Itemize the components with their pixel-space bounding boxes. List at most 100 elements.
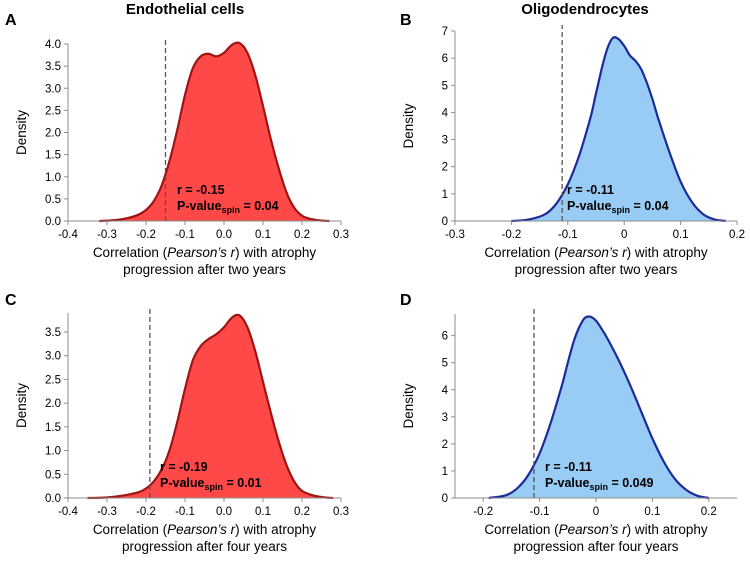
density-curve [511,36,726,223]
y-tick-label: 3.0 [45,83,61,95]
x-axis-label-line2: progression after four years [513,539,678,554]
y-tick-label: 6 [442,53,448,65]
y-axis-label: Density [401,383,416,428]
x-tick-label: 0.0 [216,229,232,241]
panel-c: C 0.0 0.5 1.0 1.5 2.0 2.5 3.0 3.5 -0.4 -0.3 -0.2 -0.… [5,292,349,554]
panel-letter: D [400,292,412,309]
x-tick-label: 0.1 [255,229,271,241]
x-axis-label-pre: Correlation ( [484,522,559,537]
density-curve [488,315,710,500]
x-axis-label-pre: Correlation ( [484,245,559,260]
x-tick-label: 0.3 [333,506,349,518]
y-tick-label: 1 [442,466,448,478]
stat-p-value: = 0.01 [223,476,262,490]
y-tick-label: 0.0 [45,216,61,228]
x-axis-label-line2: progression after four years [122,539,287,554]
x-axis-label-italic: Pearson’s r [167,245,236,260]
density-curve [99,41,330,223]
x-tick-label: -0.2 [136,506,156,518]
density-area [87,314,334,498]
y-tick-label: 0.5 [45,194,61,206]
stat-p-value: = 0.04 [630,199,669,213]
x-axis-label-line2: progression after two years [123,262,286,277]
stat-p: P-valuespin = 0.04 [177,199,279,215]
density-area [488,316,709,498]
stat-p-label: P-value [567,199,612,213]
stat-p-label: P-value [177,199,222,213]
x-tick-label: 0.2 [701,506,717,518]
density-area [99,42,330,221]
y-axis-label: Density [401,103,416,148]
x-tick-label: 0.3 [333,229,349,241]
panel-d: D 0 1 2 3 4 5 6 -0.2 -0.1 0 0.1 0.2 Density Correlatio… [400,292,737,554]
stat-p-subscript: spin [221,205,240,215]
y-tick-label: 3 [442,135,448,147]
stat-r: r = -0.19 [160,460,208,474]
stat-p-label: P-value [545,476,590,490]
y-tick-label: 6 [442,331,448,343]
stat-p-value: = 0.049 [608,476,654,490]
x-axis-label-post: ) with atrophy [627,522,708,537]
x-axis-label-line2: progression after two years [515,262,678,277]
x-tick-label: 0.1 [644,506,660,518]
stat-p: P-valuespin = 0.04 [567,199,669,215]
x-axis-label-pre: Correlation ( [93,522,168,537]
x-axis-label-post: ) with atrophy [235,245,316,260]
stat-p: P-valuespin = 0.049 [545,476,654,492]
y-tick-label: 1.5 [45,150,61,162]
y-tick-label: 5 [442,80,448,92]
panel-letter: C [5,292,17,309]
y-tick-label: 0 [442,216,448,228]
x-tick-label: -0.1 [175,506,195,518]
x-axis-label-post: ) with atrophy [627,245,708,260]
x-tick-label: -0.1 [558,229,578,241]
y-axis-label: Density [14,383,29,428]
y-tick-label: 7 [442,26,448,38]
stat-p-subscript: spin [204,482,223,492]
y-tick-label: 0.5 [45,469,61,481]
y-axis-label: Density [14,110,29,155]
x-tick-label: -0.1 [530,506,550,518]
stat-r: r = -0.11 [545,460,592,474]
x-tick-label: -0.2 [501,229,521,241]
y-tick-label: 3.5 [45,327,61,339]
y-tick-label: 5 [442,358,448,370]
y-tick-label: 4 [442,385,449,397]
density-area [511,37,726,222]
x-tick-label: -0.3 [445,229,465,241]
stat-p-label: P-value [160,476,205,490]
x-tick-label: 0.0 [216,506,232,518]
y-tick-label: 1.0 [45,446,61,458]
y-tick-label: 2 [442,439,448,451]
x-tick-label: 0.1 [673,229,689,241]
x-tick-label: -0.4 [58,506,78,518]
panel-title: Oligodendrocytes [521,1,649,18]
x-axis-label: Correlation (Pearson’s r) with atrophy [93,245,317,260]
x-tick-label: -0.2 [473,506,493,518]
y-tick-label: 4.0 [45,39,61,51]
y-tick-label: 2.5 [45,374,61,386]
panel-letter: A [5,12,17,29]
panel-letter: B [400,12,412,29]
stat-r: r = -0.15 [177,183,225,197]
x-tick-label: 0.1 [255,506,271,518]
y-tick-label: 1 [442,189,448,201]
x-tick-label: -0.3 [97,506,117,518]
x-axis-label-pre: Correlation ( [93,245,168,260]
x-tick-label: 0 [593,506,599,518]
y-tick-label: 0 [442,493,448,505]
x-axis-label-italic: Pearson’s r [167,522,236,537]
x-axis-label-italic: Pearson’s r [559,522,628,537]
y-tick-label: 1.0 [45,172,61,184]
x-axis-label-post: ) with atrophy [235,522,316,537]
x-axis-label: Correlation (Pearson’s r) with atrophy [93,522,317,537]
x-axis-label: Correlation (Pearson’s r) with atrophy [484,245,708,260]
x-axis-label-italic: Pearson’s r [559,245,628,260]
y-tick-label: 1.5 [45,422,61,434]
x-tick-label: -0.3 [97,229,117,241]
stat-p-subscript: spin [611,205,630,215]
stat-p-subscript: spin [589,482,608,492]
x-axis-label: Correlation (Pearson’s r) with atrophy [484,522,708,537]
x-tick-label: 0.2 [294,506,310,518]
